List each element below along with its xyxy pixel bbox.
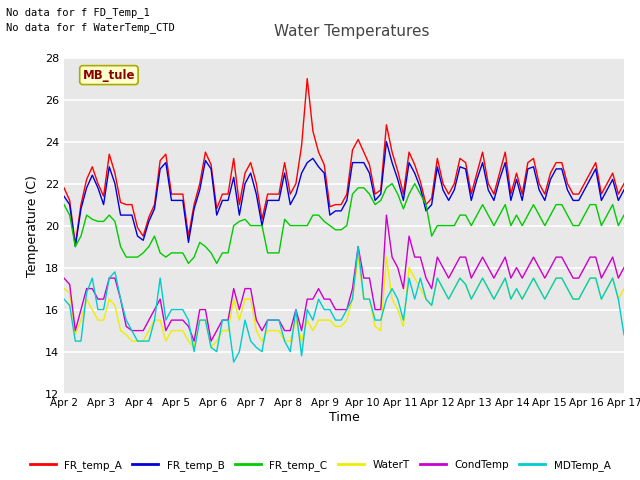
Text: No data for f FD_Temp_1: No data for f FD_Temp_1 [6,7,150,18]
Y-axis label: Temperature (C): Temperature (C) [26,175,39,276]
Text: MB_tule: MB_tule [83,69,135,82]
X-axis label: Time: Time [328,411,360,424]
Text: No data for f WaterTemp_CTD: No data for f WaterTemp_CTD [6,22,175,33]
Legend: FR_temp_A, FR_temp_B, FR_temp_C, WaterT, CondTemp, MDTemp_A: FR_temp_A, FR_temp_B, FR_temp_C, WaterT,… [26,456,614,475]
Text: Water Temperatures: Water Temperatures [275,24,429,39]
